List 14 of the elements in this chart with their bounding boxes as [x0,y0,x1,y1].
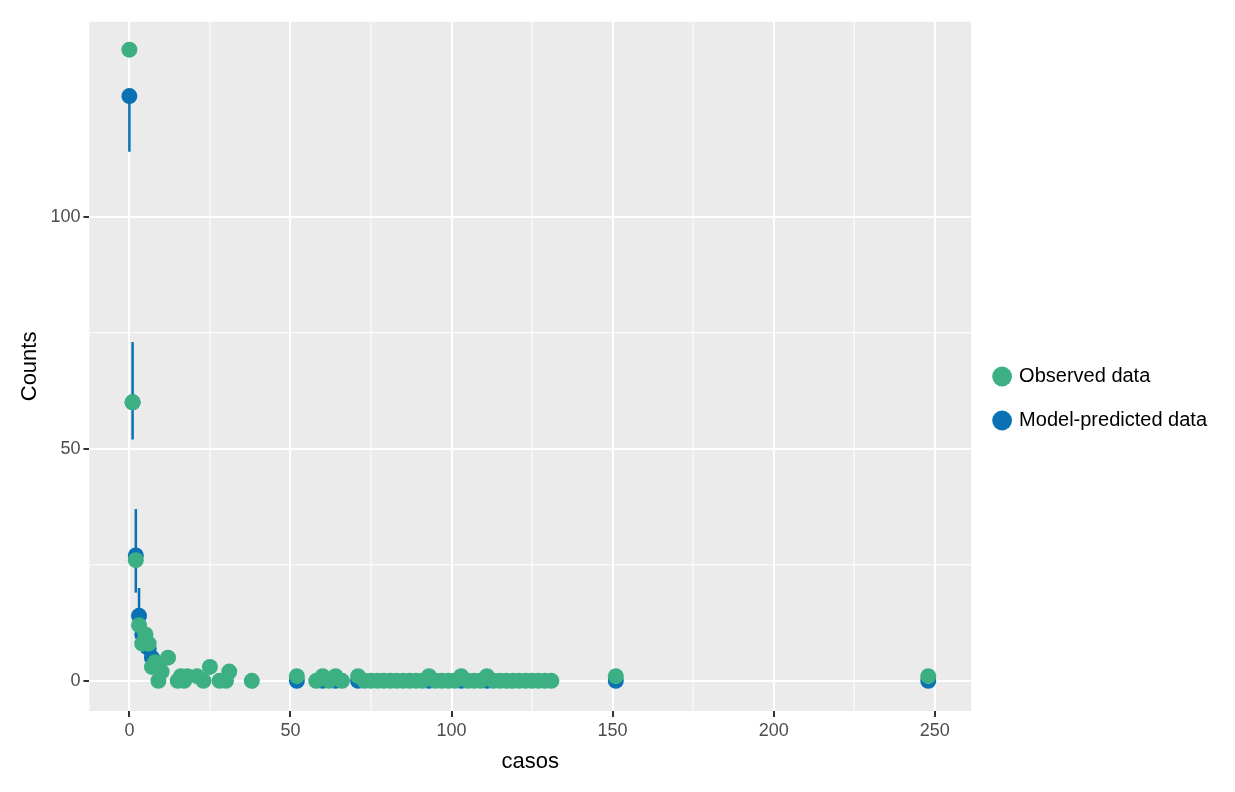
x-tick-label: 250 [919,719,950,740]
x-tick-label: 200 [758,719,789,740]
x-tick-label: 100 [436,719,467,740]
legend-label: Observed data [1019,364,1152,387]
y-tick-label: 50 [60,437,81,458]
x-tick-label: 0 [124,719,135,740]
point [121,88,138,105]
x-tick-label: 150 [597,719,628,740]
y-axis-title: Counts [16,331,42,402]
y-tick-label: 0 [70,669,81,690]
legend-label: Model-predicted data [1019,408,1208,431]
y-tick-label: 100 [50,205,81,226]
x-axis-title: casos [501,747,560,773]
x-tick-label: 50 [280,719,301,740]
